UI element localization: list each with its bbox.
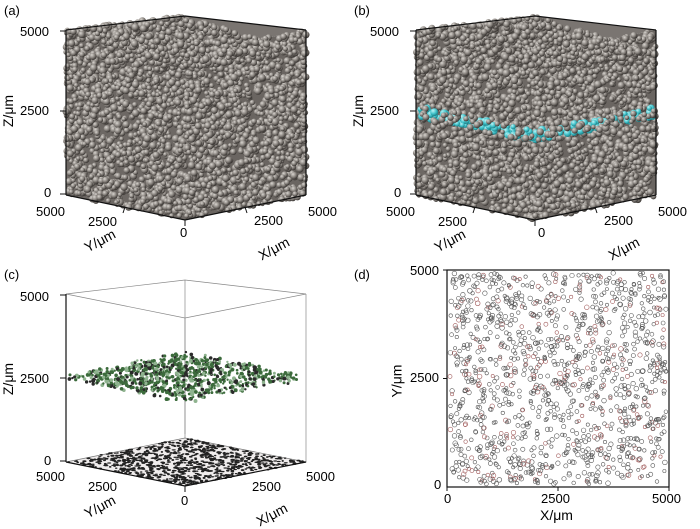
d-y-tick-0: 0 — [434, 478, 441, 492]
y-tick-2500-a: 2500 — [88, 215, 117, 229]
d-x-tick-2500: 2500 — [541, 492, 570, 506]
z-tick-0-b: 0 — [394, 186, 401, 200]
cube-wireframe — [66, 294, 306, 318]
panel-d: (d) 5000 2500 0 Y/μm 0 2500 5000 X/μm — [350, 264, 700, 528]
z-tick-0-c: 0 — [44, 454, 51, 468]
panel-b: (b) 5000 2500 0 Z/μm 5000 2500 Y/μm 0 25… — [350, 0, 700, 264]
x-tick-2500-a: 2500 — [254, 214, 283, 228]
origin-tick-a: 0 — [180, 226, 187, 240]
slice-view-c — [0, 264, 350, 528]
y-tick-5000-c: 5000 — [36, 470, 65, 484]
origin-tick-c: 0 — [181, 494, 188, 508]
x-tick-5000-b: 5000 — [658, 205, 687, 219]
panel-a: (a) 5000 2500 0 Z/μm 5000 2500 Y/μm 0 25… — [0, 0, 350, 264]
z-tick-2500-b: 2500 — [370, 104, 399, 118]
z-axis-title-a: Z/μm — [1, 95, 15, 127]
z-tick-5000-c: 5000 — [20, 290, 49, 304]
mid-slice-particles — [68, 351, 298, 403]
z-tick-5000-b: 5000 — [370, 25, 399, 39]
origin-tick-b: 0 — [538, 226, 545, 240]
panel-c: (c) 5000 2500 0 Z/μm 5000 2500 Y/μm 0 25… — [0, 264, 350, 528]
d-y-tick-5000: 5000 — [410, 264, 439, 278]
z-tick-2500-c: 2500 — [20, 372, 49, 386]
d-y-tick-2500: 2500 — [410, 371, 439, 385]
x-tick-2500-b: 2500 — [604, 214, 633, 228]
y-tick-5000-b: 5000 — [386, 205, 415, 219]
x-tick-5000-a: 5000 — [308, 205, 337, 219]
y-tick-5000-a: 5000 — [36, 205, 65, 219]
d-x-tick-0: 0 — [444, 492, 451, 506]
d-x-tick-5000: 5000 — [652, 492, 681, 506]
z-axis-title-c: Z/μm — [1, 363, 15, 395]
x-tick-2500-c: 2500 — [252, 480, 281, 494]
z-axis-title-b: Z/μm — [351, 95, 365, 127]
x-tick-5000-c: 5000 — [306, 470, 335, 484]
z-tick-2500-a: 2500 — [20, 104, 49, 118]
d-y-axis-title: Y/μm — [389, 365, 403, 398]
z-tick-0-a: 0 — [44, 186, 51, 200]
y-tick-2500-c: 2500 — [88, 480, 117, 494]
y-tick-2500-b: 2500 — [438, 215, 467, 229]
particle-cube-b — [350, 0, 700, 264]
z-tick-5000-a: 5000 — [20, 25, 49, 39]
d-x-axis-title: X/μm — [540, 508, 573, 522]
particle-cube-a — [0, 0, 350, 264]
